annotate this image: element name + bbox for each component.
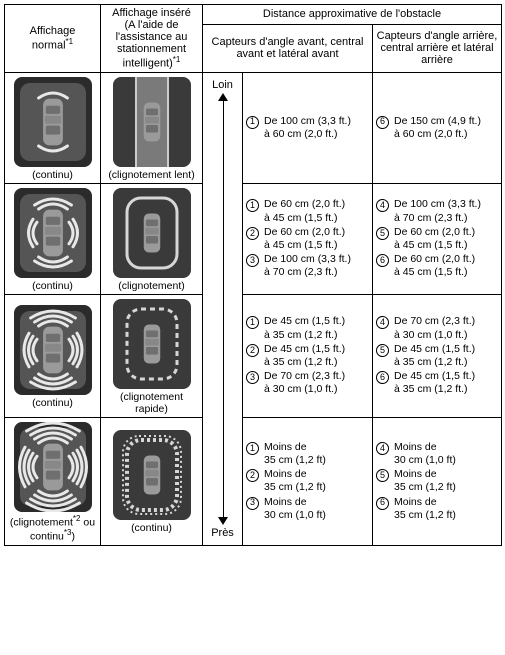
icon-caption: (continu) bbox=[103, 522, 200, 534]
sensor-index-badge: 4 bbox=[376, 442, 389, 455]
range-line: 5 De 45 cm (1,5 ft.)à 35 cm (1,2 ft.) bbox=[376, 343, 498, 369]
range-line: 1 Moins de35 cm (1,2 ft) bbox=[246, 441, 369, 467]
range-line: 1 De 100 cm (3,3 ft.)à 60 cm (2,0 ft.) bbox=[246, 115, 369, 141]
range-line: 3 De 70 cm (2,3 ft.)à 30 cm (1,0 ft.) bbox=[246, 370, 369, 396]
sensor-index-badge: 2 bbox=[246, 469, 259, 482]
sensor-index-badge: 1 bbox=[246, 199, 259, 212]
range-line: 6 De 150 cm (4,9 ft.)à 60 cm (2,0 ft.) bbox=[376, 115, 498, 141]
range-line: 2 De 60 cm (2,0 ft.)à 45 cm (1,5 ft.) bbox=[246, 226, 369, 252]
range-line: 1 De 45 cm (1,5 ft.)à 35 cm (1,2 ft.) bbox=[246, 315, 369, 341]
sensor-index-badge: 5 bbox=[376, 227, 389, 240]
normal-display-icon: (continu) bbox=[5, 294, 101, 417]
icon-caption: (continu) bbox=[7, 280, 98, 292]
range-line: 6 Moins de35 cm (1,2 ft) bbox=[376, 496, 498, 522]
icon-caption: (clignotement lent) bbox=[103, 169, 200, 181]
normal-display-icon: (clignotement*2 ou continu*3) bbox=[5, 417, 101, 545]
header-insert-display: Affichage inséré (A l'aide de l'assistan… bbox=[101, 5, 203, 73]
sensor-index-badge: 3 bbox=[246, 497, 259, 510]
header-front-sensors: Capteurs d'angle avant, central avant et… bbox=[203, 24, 373, 72]
range-line: 4 De 70 cm (2,3 ft.)à 30 cm (1,0 ft.) bbox=[376, 315, 498, 341]
sensor-distance-table: Affichage normal*1 Affichage inséré (A l… bbox=[4, 4, 502, 546]
insert-display-icon: (continu) bbox=[101, 417, 203, 545]
sensor-index-badge: 1 bbox=[246, 316, 259, 329]
front-ranges: 1 De 100 cm (3,3 ft.)à 60 cm (2,0 ft.) bbox=[243, 72, 373, 183]
sensor-index-badge: 6 bbox=[376, 497, 389, 510]
front-ranges: 1 De 45 cm (1,5 ft.)à 35 cm (1,2 ft.) 2 … bbox=[243, 294, 373, 417]
range-line: 3 Moins de30 cm (1,0 ft) bbox=[246, 496, 369, 522]
sensor-index-badge: 5 bbox=[376, 469, 389, 482]
sensor-index-badge: 6 bbox=[376, 371, 389, 384]
header-distance-title: Distance approximative de l'obstacle bbox=[203, 5, 502, 25]
label-far: Loin bbox=[203, 79, 242, 91]
sensor-index-badge: 6 bbox=[376, 254, 389, 267]
range-line: 6 De 45 cm (1,5 ft.)à 35 cm (1,2 ft.) bbox=[376, 370, 498, 396]
range-line: 2 Moins de35 cm (1,2 ft) bbox=[246, 468, 369, 494]
proximity-scale: Loin Près bbox=[203, 72, 243, 545]
range-line: 2 De 45 cm (1,5 ft.)à 35 cm (1,2 ft.) bbox=[246, 343, 369, 369]
rear-ranges: 4 De 70 cm (2,3 ft.)à 30 cm (1,0 ft.) 5 … bbox=[373, 294, 502, 417]
range-line: 4 De 100 cm (3,3 ft.)à 70 cm (2,3 ft.) bbox=[376, 198, 498, 224]
sensor-index-badge: 1 bbox=[246, 116, 259, 129]
range-line: 6 De 60 cm (2,0 ft.)à 45 cm (1,5 ft.) bbox=[376, 253, 498, 279]
front-ranges: 1 De 60 cm (2,0 ft.)à 45 cm (1,5 ft.) 2 … bbox=[243, 183, 373, 294]
icon-caption: (continu) bbox=[7, 397, 98, 409]
icon-caption: (clignotement) bbox=[103, 280, 200, 292]
icon-caption: (continu) bbox=[7, 169, 98, 181]
rear-ranges: 4 De 100 cm (3,3 ft.)à 70 cm (2,3 ft.) 5… bbox=[373, 183, 502, 294]
range-line: 3 De 100 cm (3,3 ft.)à 70 cm (2,3 ft.) bbox=[246, 253, 369, 279]
sensor-index-badge: 5 bbox=[376, 344, 389, 357]
range-line: 1 De 60 cm (2,0 ft.)à 45 cm (1,5 ft.) bbox=[246, 198, 369, 224]
label-near: Près bbox=[203, 527, 242, 539]
sensor-index-badge: 4 bbox=[376, 199, 389, 212]
insert-display-icon: (clignotement lent) bbox=[101, 72, 203, 183]
range-line: 5 Moins de35 cm (1,2 ft) bbox=[376, 468, 498, 494]
normal-display-icon: (continu) bbox=[5, 183, 101, 294]
header-normal-display: Affichage normal*1 bbox=[5, 5, 101, 73]
icon-caption: (clignotement*2 ou continu*3) bbox=[7, 514, 98, 543]
icon-caption: (clignotement rapide) bbox=[103, 391, 200, 415]
normal-display-icon: (continu) bbox=[5, 72, 101, 183]
range-line: 4 Moins de30 cm (1,0 ft) bbox=[376, 441, 498, 467]
sensor-index-badge: 2 bbox=[246, 227, 259, 240]
front-ranges: 1 Moins de35 cm (1,2 ft) 2 Moins de35 cm… bbox=[243, 417, 373, 545]
header-rear-sensors: Capteurs d'angle arrière, central arrièr… bbox=[373, 24, 502, 72]
range-line: 5 De 60 cm (2,0 ft.)à 45 cm (1,5 ft.) bbox=[376, 226, 498, 252]
insert-display-icon: (clignotement rapide) bbox=[101, 294, 203, 417]
insert-display-icon: (clignotement) bbox=[101, 183, 203, 294]
sensor-index-badge: 1 bbox=[246, 442, 259, 455]
rear-ranges: 6 De 150 cm (4,9 ft.)à 60 cm (2,0 ft.) bbox=[373, 72, 502, 183]
sensor-index-badge: 6 bbox=[376, 116, 389, 129]
sensor-index-badge: 4 bbox=[376, 316, 389, 329]
sensor-index-badge: 2 bbox=[246, 344, 259, 357]
sensor-index-badge: 3 bbox=[246, 254, 259, 267]
sensor-index-badge: 3 bbox=[246, 371, 259, 384]
rear-ranges: 4 Moins de30 cm (1,0 ft) 5 Moins de35 cm… bbox=[373, 417, 502, 545]
